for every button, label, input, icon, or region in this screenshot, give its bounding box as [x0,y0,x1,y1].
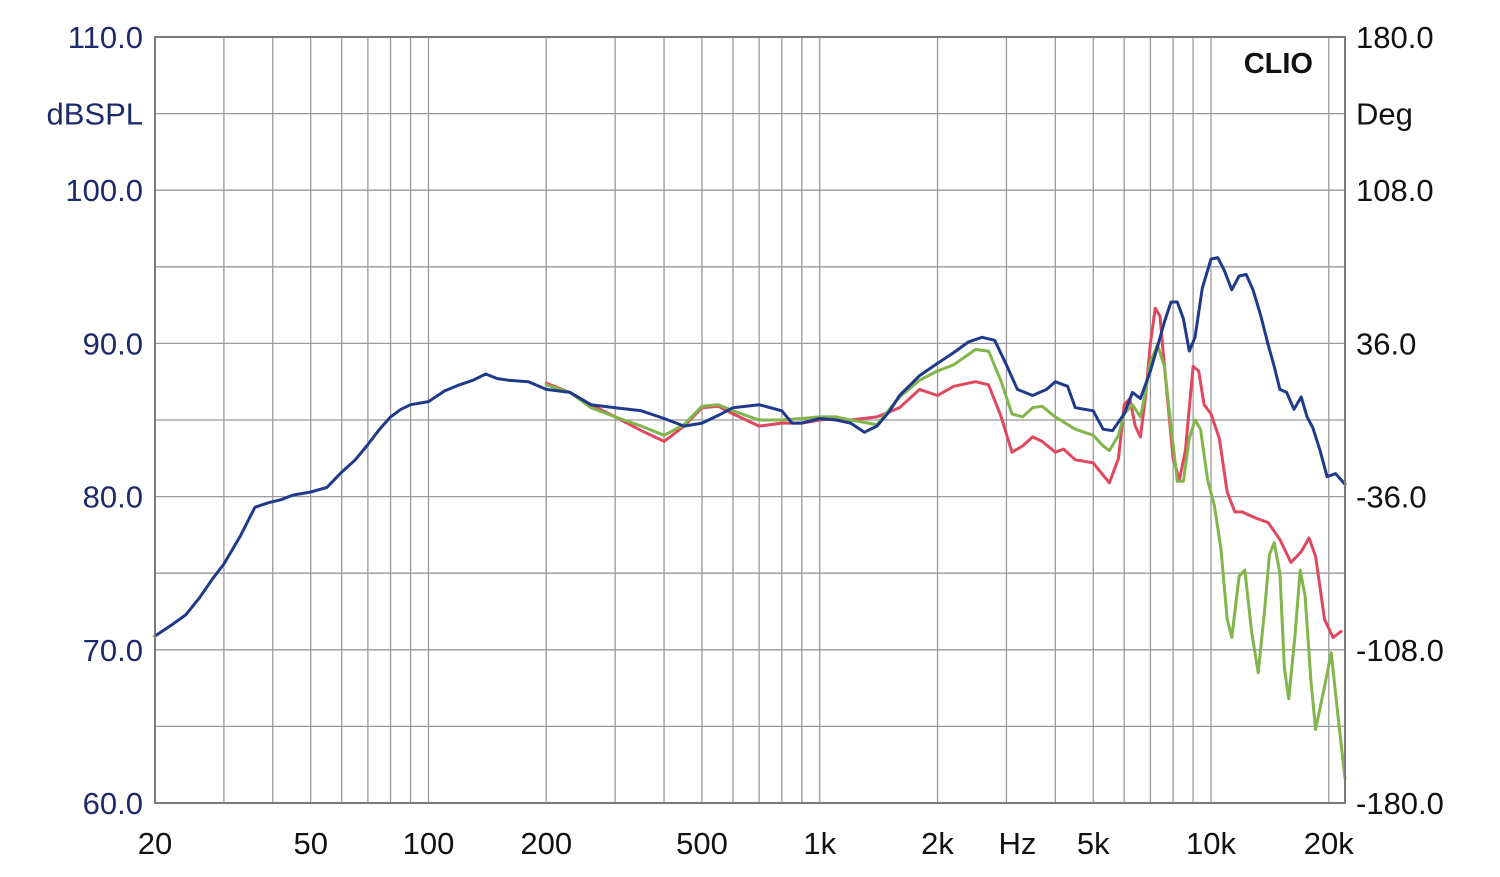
series-layer [153,256,1347,780]
y-right-tick-label: -36.0 [1356,480,1427,515]
x-tick-label: 2k [921,826,954,861]
y-right-tick-label: 180.0 [1356,20,1434,55]
y-left-tick-label: 60.0 [83,786,143,821]
y-left-tick-label: 70.0 [83,633,143,668]
y-left-tick-label: 100.0 [65,173,143,208]
y-right-unit-label: Deg [1356,97,1413,132]
y-left-tick-label: 110.0 [68,20,143,55]
x-tick-label: 1k [803,826,836,861]
x-tick-label: 10k [1186,826,1236,861]
series-line-1 [544,306,1343,639]
y-right-tick-label: -180.0 [1356,786,1444,821]
x-tick-label: 100 [403,826,455,861]
x-tick-label: 20k [1304,826,1354,861]
y-left-tick-label: 90.0 [83,326,143,361]
x-tick-label: 200 [520,826,572,861]
y-right-tick-label: -108.0 [1356,633,1444,668]
plot-frame [154,36,1346,804]
x-unit-label: Hz [998,826,1036,861]
x-tick-label: 500 [676,826,728,861]
brand-label: CLIO [1244,48,1313,80]
y-left-tick-label: 80.0 [83,480,143,515]
y-right-tick-label: 36.0 [1356,326,1416,361]
y-right-tick-label: 108.0 [1356,173,1434,208]
axis-labels: 60.0 70.0 80.0 90.0 100.0 110.0 -180.0 -108.0 -3… [46,20,1443,861]
y-left-unit-label: dBSPL [46,97,143,132]
series-line-3 [153,256,1347,638]
x-tick-label: 20 [138,826,172,861]
x-tick-label: 5k [1077,826,1110,861]
x-tick-label: 50 [293,826,327,861]
series-line-2 [544,343,1347,780]
